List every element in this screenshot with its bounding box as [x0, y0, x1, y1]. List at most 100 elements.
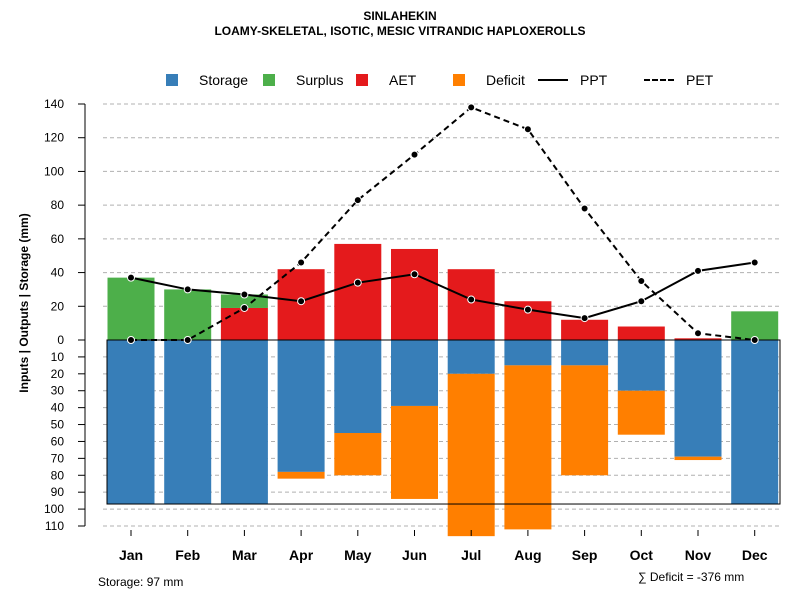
aet-bar	[617, 326, 665, 340]
aet-bar	[220, 307, 268, 340]
storage-bar	[391, 340, 438, 406]
legend-swatch-storage	[166, 74, 178, 86]
storage-bar	[447, 340, 495, 374]
ppt-point	[694, 266, 702, 275]
y-tick-label: 50	[51, 418, 65, 432]
storage-bar	[107, 340, 155, 505]
ppt-point	[523, 305, 532, 314]
aet-bar	[334, 243, 382, 340]
ppt-point	[637, 297, 646, 306]
storage-bar	[731, 340, 779, 505]
legend-item-ppt: PPT	[538, 71, 607, 89]
y-tick-label: 0	[57, 333, 64, 347]
pet-point	[127, 336, 135, 344]
y-tick-label: 90	[51, 485, 65, 499]
pet-point	[297, 258, 306, 267]
storage-bar	[334, 340, 382, 433]
x-tick-label: Jan	[119, 547, 143, 563]
ppt-point	[240, 290, 249, 299]
ppt-line	[130, 261, 755, 320]
x-tick-label: Jul	[461, 547, 481, 563]
y-tick-label: 40	[51, 266, 65, 280]
y-tick-label: 20	[51, 299, 65, 313]
legend-item-surplus: Surplus	[263, 71, 343, 89]
ppt-point	[297, 297, 306, 306]
ppt-point	[183, 285, 192, 294]
y-tick-label: 100	[44, 502, 64, 516]
pet-point	[580, 204, 589, 213]
y-tick-label: 60	[51, 434, 65, 448]
x-tick-label: Nov	[685, 547, 712, 563]
ppt-point	[467, 295, 476, 304]
y-tick-label: 10	[51, 350, 65, 364]
x-tick-label: Oct	[630, 547, 654, 563]
y-tick-label: 80	[51, 198, 65, 212]
pet-point	[240, 303, 249, 312]
surplus-bar	[164, 289, 212, 340]
x-tick-label: Apr	[289, 547, 314, 563]
y-tick-label: 40	[51, 401, 65, 415]
ppt-point	[127, 273, 135, 282]
pet-point	[694, 329, 702, 338]
legend-swatch-pet	[644, 79, 674, 81]
storage-bar	[504, 340, 552, 366]
storage-bar	[277, 340, 325, 472]
storage-bar	[220, 340, 268, 505]
chart-title: SINLAHEKIN	[363, 9, 437, 23]
aet-bar	[561, 319, 609, 340]
y-tick-label: 140	[44, 97, 64, 111]
pet-point	[183, 336, 192, 344]
legend-label-deficit: Deficit	[486, 72, 525, 88]
deficit-bar	[391, 405, 438, 499]
legend-item-storage: Storage	[166, 71, 248, 89]
y-tick-label: 70	[51, 451, 65, 465]
y-tick-label: 20	[51, 367, 65, 381]
ppt-point	[580, 314, 589, 323]
pet-line	[131, 106, 755, 341]
x-tick-label: Sep	[572, 547, 598, 563]
pet-point	[467, 103, 476, 112]
deficit-bar	[504, 365, 552, 530]
aet-bar	[447, 269, 495, 340]
y-tick-label: 110	[45, 519, 64, 533]
legend-label-storage: Storage	[199, 72, 249, 88]
storage-bar	[617, 340, 665, 391]
pet-point	[637, 277, 646, 285]
aet-bar	[674, 338, 722, 340]
deficit-bar	[447, 373, 495, 537]
x-tick-label: Dec	[742, 547, 768, 563]
ppt-point	[750, 258, 759, 267]
legend-label-surplus: Surplus	[296, 72, 344, 88]
legend-swatch-aet	[356, 74, 368, 86]
x-tick-label: Feb	[175, 547, 200, 563]
y-tick-label: 30	[51, 384, 65, 398]
x-tick-label: Jun	[402, 547, 427, 563]
surplus-bar	[220, 294, 268, 308]
legend-swatch-ppt	[538, 79, 568, 81]
y-tick-label: 80	[51, 468, 65, 482]
y-axis-label: Inputs | Outputs | Storage (mm)	[17, 213, 31, 392]
deficit-bar	[674, 456, 722, 461]
storage-bar	[164, 340, 212, 505]
legend-item-aet: AET	[356, 71, 416, 89]
legend-label-pet: PET	[686, 72, 714, 88]
deficit-bar	[561, 365, 609, 476]
deficit-bar	[617, 390, 665, 435]
aet-bar	[391, 248, 438, 340]
storage-bar	[561, 340, 609, 366]
storage-bar	[674, 340, 722, 457]
pet-point	[523, 125, 532, 134]
legend-swatch-surplus	[263, 74, 275, 86]
ppt-point	[410, 270, 419, 279]
legend-item-deficit: Deficit	[453, 71, 525, 89]
chart-subtitle: LOAMY-SKELETAL, ISOTIC, MESIC VITRANDIC …	[214, 24, 586, 38]
pet-point	[353, 196, 362, 205]
legend-label-aet: AET	[389, 72, 417, 88]
legend-swatch-deficit	[453, 74, 465, 86]
deficit-bar	[277, 471, 325, 479]
y-tick-label: 60	[51, 232, 65, 246]
surplus-bar	[107, 277, 155, 340]
pet-point	[750, 336, 759, 344]
y-tick-label: 120	[44, 131, 64, 145]
